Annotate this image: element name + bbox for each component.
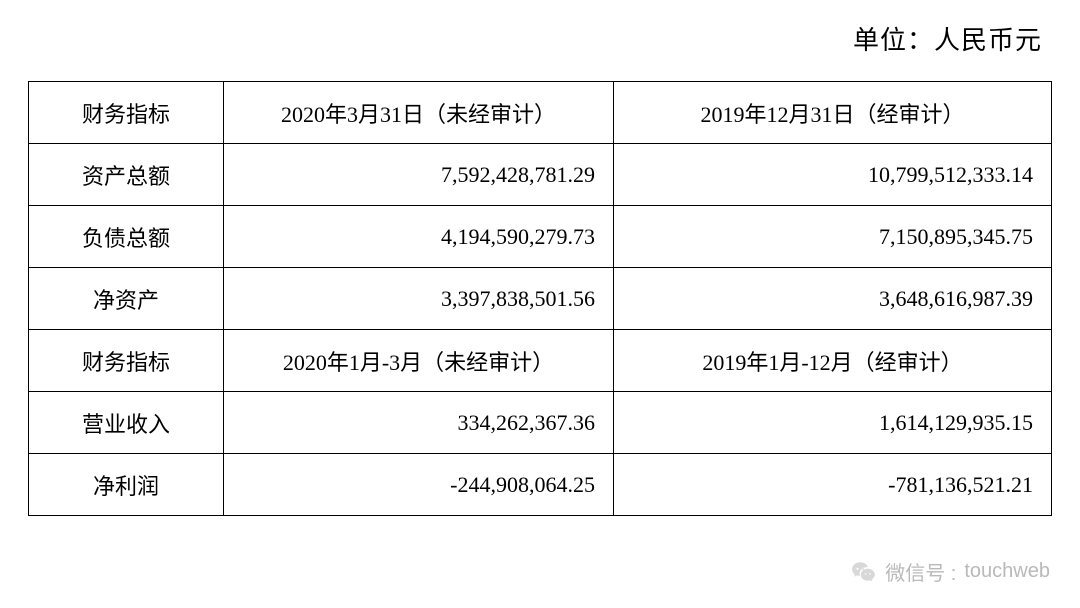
value-cell: 3,648,616,987.39 <box>614 268 1052 330</box>
value-cell: -781,136,521.21 <box>614 454 1052 516</box>
header-cell-metric: 财务指标 <box>29 82 224 144</box>
header-cell-period2: 2019年12月31日（经审计） <box>614 82 1052 144</box>
value-cell: 3,397,838,501.56 <box>224 268 614 330</box>
financial-table: 财务指标 2020年3月31日（未经审计） 2019年12月31日（经审计） 资… <box>28 81 1052 516</box>
value-cell: 1,614,129,935.15 <box>614 392 1052 454</box>
table-header-row: 财务指标 2020年3月31日（未经审计） 2019年12月31日（经审计） <box>29 82 1052 144</box>
metric-cell: 资产总额 <box>29 144 224 206</box>
table-row: 净利润 -244,908,064.25 -781,136,521.21 <box>29 454 1052 516</box>
watermark-prefix: 微信号 : <box>885 557 956 586</box>
table-row: 营业收入 334,262,367.36 1,614,129,935.15 <box>29 392 1052 454</box>
value-cell: 334,262,367.36 <box>224 392 614 454</box>
table-row: 资产总额 7,592,428,781.29 10,799,512,333.14 <box>29 144 1052 206</box>
table-header-row: 财务指标 2020年1月-3月（未经审计） 2019年1月-12月（经审计） <box>29 330 1052 392</box>
value-cell: 7,150,895,345.75 <box>614 206 1052 268</box>
metric-cell: 负债总额 <box>29 206 224 268</box>
value-cell: 10,799,512,333.14 <box>614 144 1052 206</box>
header-cell-metric: 财务指标 <box>29 330 224 392</box>
metric-cell: 净利润 <box>29 454 224 516</box>
wechat-icon <box>851 559 877 585</box>
header-cell-period1: 2020年3月31日（未经审计） <box>224 82 614 144</box>
metric-cell: 营业收入 <box>29 392 224 454</box>
table-row: 净资产 3,397,838,501.56 3,648,616,987.39 <box>29 268 1052 330</box>
value-cell: 7,592,428,781.29 <box>224 144 614 206</box>
unit-label: 单位：人民币元 <box>28 20 1052 57</box>
header-cell-period2: 2019年1月-12月（经审计） <box>614 330 1052 392</box>
value-cell: -244,908,064.25 <box>224 454 614 516</box>
value-cell: 4,194,590,279.73 <box>224 206 614 268</box>
watermark-handle: touchweb <box>964 560 1050 583</box>
metric-cell: 净资产 <box>29 268 224 330</box>
header-cell-period1: 2020年1月-3月（未经审计） <box>224 330 614 392</box>
watermark: 微信号 : touchweb <box>851 557 1050 586</box>
table-row: 负债总额 4,194,590,279.73 7,150,895,345.75 <box>29 206 1052 268</box>
